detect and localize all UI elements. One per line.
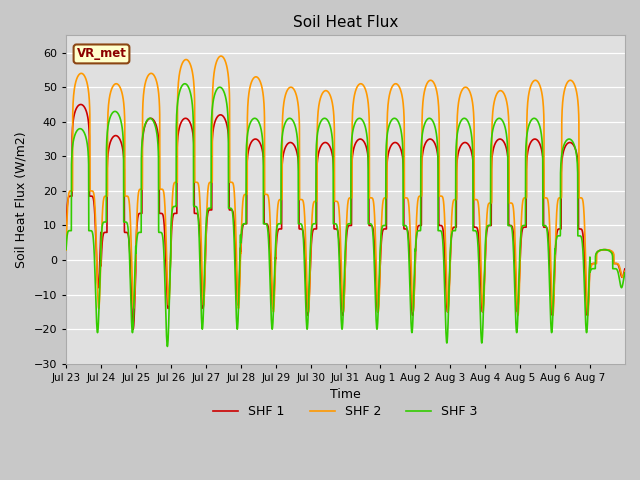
SHF 1 bbox=[536, 141, 543, 147]
SHF 1 bbox=[502, 145, 510, 151]
SHF 1 bbox=[129, 326, 137, 332]
SHF 2 bbox=[621, 268, 628, 274]
SHF 1 bbox=[467, 146, 474, 152]
SHF 3 bbox=[62, 246, 70, 252]
SHF 3 bbox=[177, 85, 184, 91]
SHF 2 bbox=[514, 312, 522, 318]
Text: VR_met: VR_met bbox=[77, 48, 127, 60]
SHF 2 bbox=[467, 90, 474, 96]
Title: Soil Heat Flux: Soil Heat Flux bbox=[293, 15, 398, 30]
SHF 2 bbox=[417, 193, 425, 199]
X-axis label: Time: Time bbox=[330, 388, 361, 401]
SHF 1 bbox=[77, 102, 84, 108]
SHF 1 bbox=[62, 225, 70, 231]
SHF 3 bbox=[164, 344, 172, 349]
Line: SHF 2: SHF 2 bbox=[66, 56, 625, 315]
SHF 1 bbox=[417, 223, 425, 228]
SHF 2 bbox=[536, 83, 543, 88]
SHF 2 bbox=[217, 53, 225, 59]
SHF 1 bbox=[615, 264, 623, 269]
SHF 3 bbox=[467, 127, 474, 132]
SHF 1 bbox=[177, 120, 185, 126]
SHF 3 bbox=[615, 273, 623, 279]
SHF 3 bbox=[417, 141, 425, 147]
SHF 1 bbox=[621, 266, 628, 272]
Y-axis label: Soil Heat Flux (W/m2): Soil Heat Flux (W/m2) bbox=[15, 131, 28, 268]
SHF 2 bbox=[615, 263, 623, 268]
SHF 2 bbox=[177, 66, 184, 72]
SHF 2 bbox=[502, 96, 510, 102]
SHF 3 bbox=[502, 130, 510, 136]
SHF 3 bbox=[536, 123, 543, 129]
SHF 2 bbox=[62, 247, 70, 253]
Line: SHF 3: SHF 3 bbox=[66, 84, 625, 347]
Legend: SHF 1, SHF 2, SHF 3: SHF 1, SHF 2, SHF 3 bbox=[209, 400, 483, 423]
SHF 3 bbox=[621, 270, 628, 276]
Line: SHF 1: SHF 1 bbox=[66, 105, 625, 329]
SHF 3 bbox=[181, 81, 189, 86]
